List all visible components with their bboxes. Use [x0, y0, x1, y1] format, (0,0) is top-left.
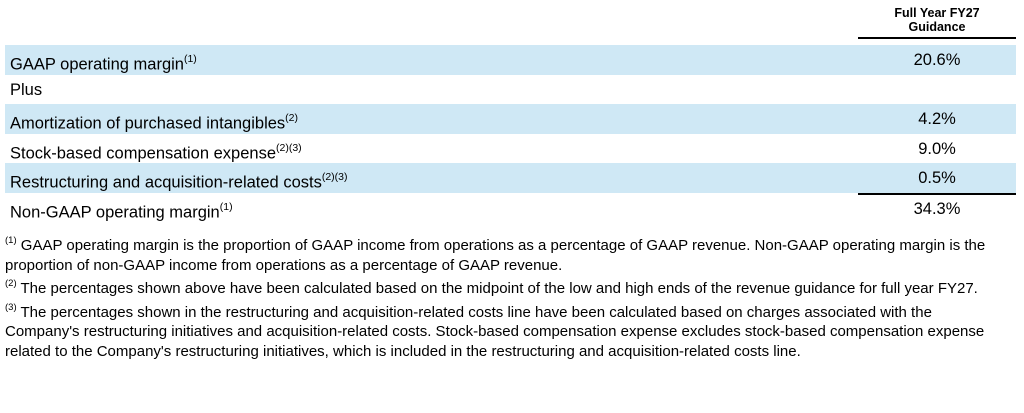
- row-value: 0.5%: [918, 169, 956, 188]
- footnote-1: (1) GAAP operating margin is the proport…: [5, 232, 1010, 275]
- footnote-marker: (3): [5, 301, 17, 313]
- footnote-text: GAAP operating margin is the proportion …: [5, 237, 986, 274]
- row-label: Amortization of purchased intangibles(2): [10, 112, 299, 133]
- row-value: 9.0%: [918, 139, 956, 158]
- footnote-2: (2) The percentages shown above have bee…: [5, 275, 1010, 299]
- footnote-3: (3) The percentages shown in the restruc…: [5, 299, 1010, 362]
- table-row-non-gaap-operating-margin: Non-GAAP operating margin(1) 34.3%: [5, 192, 1016, 223]
- footnote-ref: (1): [219, 200, 233, 213]
- row-label: GAAP operating margin(1): [10, 53, 197, 74]
- footnote-ref: (2)(3): [276, 141, 302, 154]
- column-header-line-1: Full Year FY27: [894, 6, 980, 20]
- table-row-gaap-operating-margin: GAAP operating margin(1) 20.6%: [5, 45, 1016, 75]
- row-label: Stock-based compensation expense(2)(3): [10, 141, 302, 163]
- footnotes: (1) GAAP operating margin is the proport…: [5, 232, 1010, 362]
- table-row-amortization: Amortization of purchased intangibles(2)…: [5, 104, 1016, 134]
- column-header-line-2: Guidance: [908, 20, 966, 34]
- column-header: Full Year FY27 Guidance: [858, 6, 1016, 39]
- table-row-plus: Plus: [5, 75, 1016, 105]
- footnote-text: The percentages shown above have been ca…: [16, 280, 978, 298]
- footnote-text: The percentages shown in the restructuri…: [5, 303, 985, 360]
- footnote-marker: (2): [5, 278, 17, 290]
- footnote-ref: (2)(3): [321, 171, 348, 184]
- footnote-ref: (1): [183, 53, 197, 65]
- table-row-restructuring: Restructuring and acquisition-related co…: [5, 163, 1016, 193]
- footnote-marker: (1): [5, 235, 17, 246]
- row-value: 20.6%: [913, 51, 961, 69]
- row-value: 4.2%: [918, 110, 956, 129]
- table-row-stock-based-compensation: Stock-based compensation expense(2)(3) 9…: [5, 134, 1016, 164]
- row-value-total: 34.3%: [858, 192, 1016, 218]
- guidance-table: GAAP operating margin(1) 20.6% Plus Amor…: [5, 45, 1016, 223]
- footnote-ref: (2): [285, 112, 299, 125]
- row-label: Non-GAAP operating margin(1): [10, 200, 233, 222]
- row-label: Restructuring and acquisition-related co…: [10, 171, 348, 192]
- row-label: Plus: [10, 80, 43, 99]
